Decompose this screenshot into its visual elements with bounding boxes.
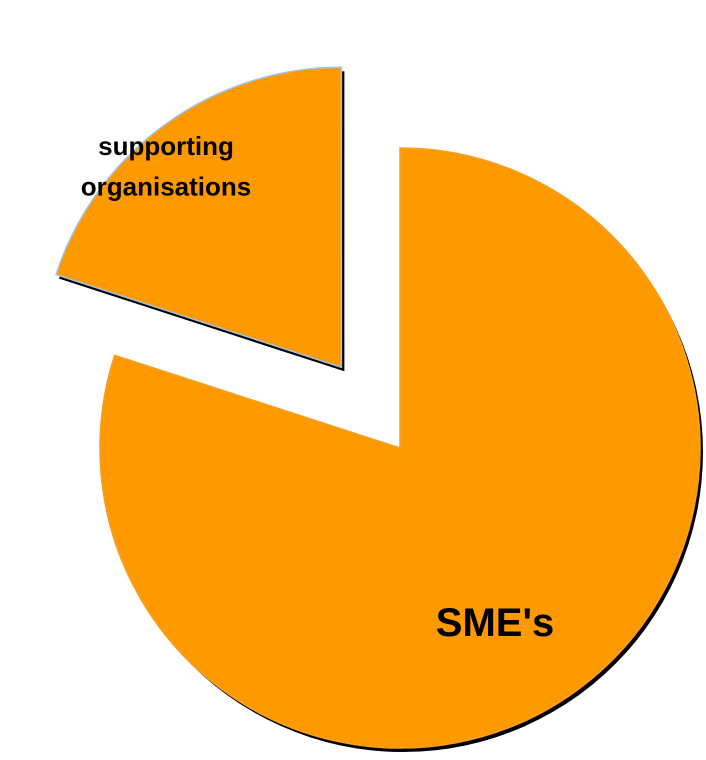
slice-supporting-organisations [55,66,343,369]
slice-label-sme-s: SME's [436,601,554,645]
slice-label-supporting-organisations: supporting organisations [81,131,251,201]
slice-label-line: supporting [98,131,234,161]
slices-layer [55,66,703,752]
slice-label-line: organisations [81,171,251,201]
slice-label-line: SME's [436,601,554,645]
labels-layer: SME's supporting organisations [81,131,554,645]
slice-sme-s [99,147,701,749]
